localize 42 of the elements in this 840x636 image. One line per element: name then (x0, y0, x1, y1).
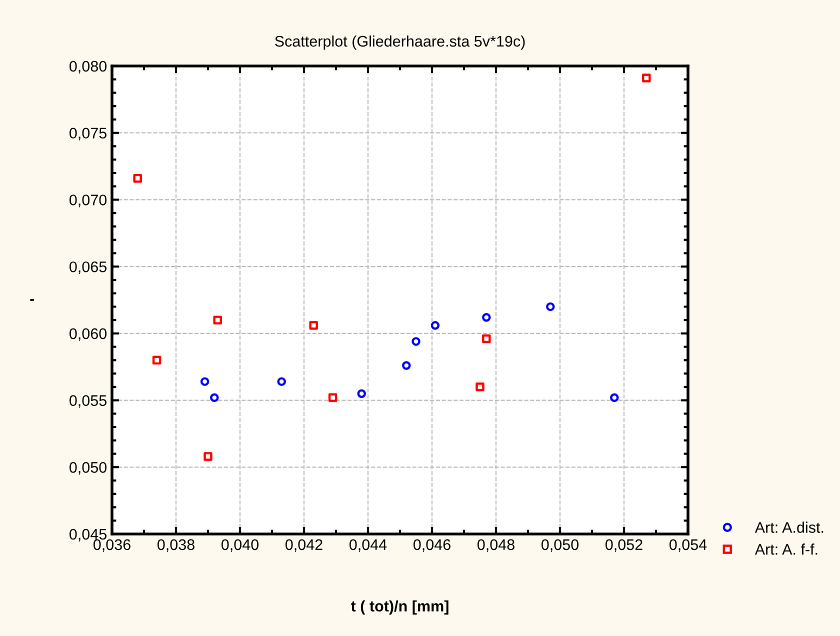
x-tick-label: 0,052 (605, 539, 642, 552)
x-axis-title: t ( tot)/n [mm] (350, 600, 448, 615)
point (482, 334, 491, 344)
point (610, 393, 619, 402)
x-tick-label: 0,046 (413, 539, 450, 552)
x-tick-label: 0,036 (93, 539, 130, 552)
point (204, 452, 212, 461)
point (412, 337, 420, 346)
x-tick-label: 0,042 (285, 539, 322, 552)
point (402, 361, 411, 370)
point (213, 316, 222, 324)
legend-label: Art: A.dist. (754, 522, 824, 533)
point (357, 389, 366, 398)
y-tick-label: 0,045 (70, 528, 106, 542)
x-tick-label: 0,040 (221, 539, 259, 552)
chart-title: Scatterplot (Gliederhaare.sta 5v*19c) (275, 35, 525, 50)
x-tick-label: 0,038 (157, 539, 194, 552)
y-tick-label: 0,060 (70, 328, 107, 341)
y-tick-label: 0,065 (70, 261, 106, 274)
y-tick-label: 0,075 (70, 128, 106, 140)
point (430, 321, 440, 330)
x-tick-label: 0,050 (541, 539, 579, 552)
point (328, 393, 338, 402)
point (642, 74, 651, 82)
x-tick-label: 0,054 (669, 539, 707, 552)
legend-label: Art: A. f-f. (754, 544, 818, 555)
x-tick-label: 0,044 (349, 539, 387, 552)
y-axis-title: ' (30, 298, 34, 302)
y-tick-label: 0,070 (70, 194, 107, 208)
y-tick-label: 0,080 (70, 60, 107, 74)
point (476, 382, 484, 392)
y-tick-label: 0,055 (70, 395, 106, 408)
point (309, 321, 318, 330)
point (210, 393, 219, 402)
x-tick-label: 0,048 (477, 539, 514, 552)
point (133, 174, 142, 183)
point (482, 313, 491, 322)
point (277, 377, 286, 386)
point (546, 302, 555, 312)
point (200, 377, 210, 386)
y-tick-label: 0,050 (70, 462, 107, 475)
point (152, 356, 162, 365)
